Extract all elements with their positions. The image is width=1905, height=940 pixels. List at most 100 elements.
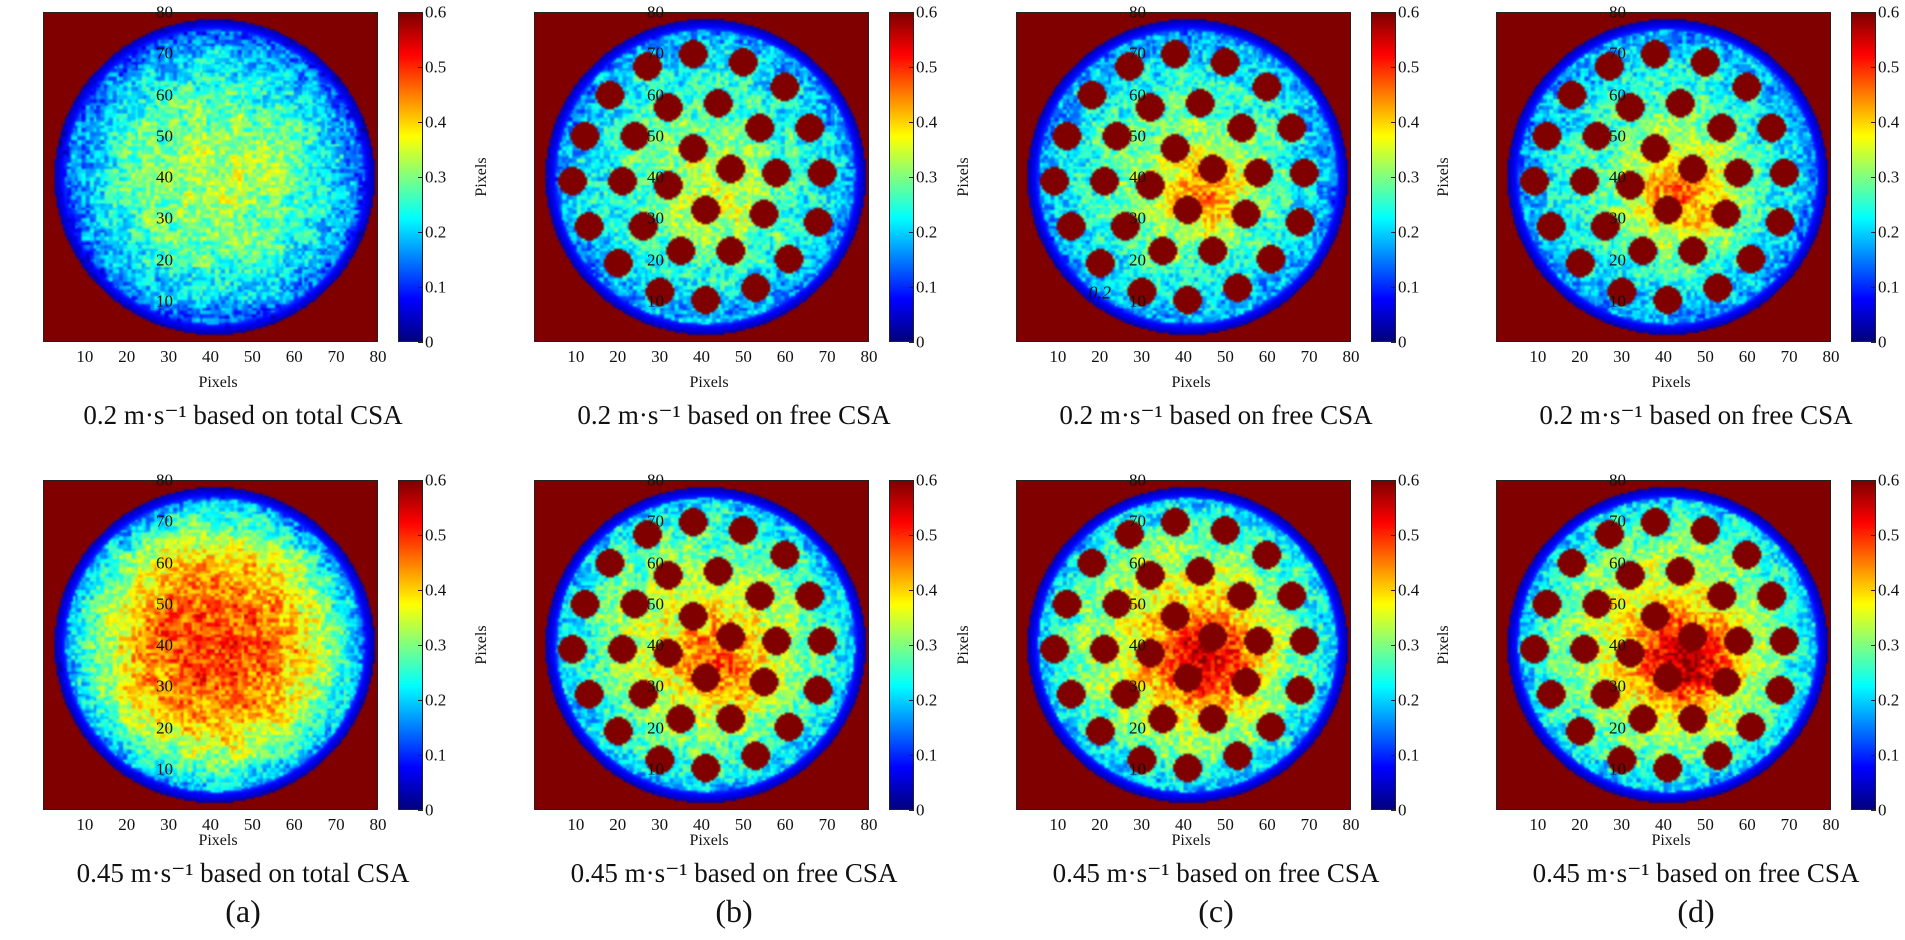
- colorbar-tick-label: 0: [916, 332, 925, 352]
- y-tick-label: 70: [1129, 511, 1146, 531]
- heatmap-panel-d-1: 10 20 30 40 50 60 70 80 10 20 30 40 50 60 70 80 Pixels Pi…: [1435, 4, 1905, 472]
- colorbar-tick-mark: [1391, 122, 1396, 123]
- x-axis-label: Pixels: [1171, 832, 1211, 849]
- colorbar-tick-label: 0.5: [1878, 525, 1900, 545]
- colorbar-tick-label: 0.1: [1398, 277, 1420, 297]
- x-tick-label: 70: [818, 347, 836, 366]
- x-tick-label: 30: [1133, 815, 1151, 834]
- y-axis-label: Pixels: [473, 625, 490, 665]
- y-tick-label: 30: [1609, 676, 1626, 696]
- colorbar-tick-mark: [1871, 700, 1876, 701]
- y-tick-label: 50: [1129, 126, 1146, 146]
- y-tick-label: 50: [647, 126, 664, 146]
- colorbar-tick-label: 0.1: [425, 745, 447, 765]
- y-tick-label: 70: [647, 43, 664, 63]
- x-tick-label: 30: [160, 347, 178, 366]
- colorbar-tick-mark: [1391, 645, 1396, 646]
- x-axis-label: Pixels: [198, 374, 238, 391]
- y-tick-label: 10: [1129, 291, 1146, 311]
- x-axis-label: Pixels: [1651, 832, 1691, 849]
- y-tick-label: 50: [647, 594, 664, 614]
- heatmap-panel-b-1: 10 20 30 40 50 60 70 80 10 20 30 40 50 60 70 80 Pixels Pi…: [473, 4, 1004, 472]
- y-tick-label: 40: [156, 635, 173, 655]
- heatmap-panel-c-2: 10 20 30 40 50 60 70 80 10 20 30 40 50 60 70 80 Pixels Pi…: [955, 472, 1486, 940]
- x-tick-label: 10: [1529, 815, 1547, 834]
- heatmap-plot-area: [1016, 480, 1351, 810]
- x-tick-label: 70: [1300, 347, 1318, 366]
- colorbar-tick-mark: [909, 67, 914, 68]
- x-tick-label: 10: [76, 347, 94, 366]
- colorbar-gradient: [1372, 13, 1395, 341]
- x-tick-label: 40: [1655, 815, 1672, 834]
- heatmap-plot-area: [43, 12, 378, 342]
- colorbar-tick-label: 0: [1878, 800, 1887, 820]
- x-tick-label: 30: [1613, 347, 1631, 366]
- heatmap-panel-b-2: 10 20 30 40 50 60 70 80 10 20 30 40 50 60 70 80 Pixels Pi…: [473, 472, 1004, 940]
- colorbar-tick-label: 0.1: [1878, 277, 1900, 297]
- x-tick-label: 20: [118, 815, 136, 834]
- colorbar-gradient: [1852, 481, 1875, 809]
- y-axis-label: Pixels: [473, 157, 490, 197]
- panel-label-c: (c): [1198, 893, 1234, 929]
- x-tick-label: 50: [1216, 815, 1234, 834]
- colorbar-tick-mark: [1391, 12, 1396, 13]
- colorbar-tick-label: 0.2: [1398, 222, 1420, 242]
- y-tick-label: 40: [1609, 167, 1626, 187]
- y-tick-label: 20: [647, 250, 664, 269]
- colorbar-tick-label: 0.3: [916, 635, 938, 655]
- x-tick-label: 20: [1091, 347, 1109, 366]
- x-tick-label: 60: [776, 347, 794, 366]
- colorbar-gradient: [399, 13, 422, 341]
- colorbar-tick-mark: [909, 232, 914, 233]
- panel-caption: 0.2 m·s⁻¹ based on free CSA: [1539, 400, 1853, 430]
- panel-caption: 0.45 m·s⁻¹ based on total CSA: [76, 858, 410, 888]
- panel-label-b: (b): [715, 893, 753, 929]
- colorbar-tick-mark: [418, 590, 423, 591]
- colorbar-tick-mark: [1871, 122, 1876, 123]
- colorbar-tick-label: 0.6: [1878, 2, 1900, 22]
- colorbar-tick-mark: [418, 12, 423, 13]
- colorbar-tick-label: 0.1: [916, 745, 938, 765]
- colorbar-tick-mark: [418, 480, 423, 481]
- colorbar-tick-label: 0: [1398, 332, 1407, 352]
- colorbar-tick-label: 0: [425, 800, 434, 820]
- y-tick-label: 20: [647, 718, 664, 737]
- colorbar-gradient: [890, 481, 913, 809]
- colorbar-tick-mark: [909, 342, 914, 343]
- colorbar-gradient: [1852, 13, 1875, 341]
- y-tick-label: 50: [156, 594, 173, 614]
- colorbar-tick-mark: [1871, 177, 1876, 178]
- heatmap-image: [535, 481, 868, 809]
- colorbar-tick-label: 0.5: [916, 525, 938, 545]
- heatmap-plot-area: [1496, 480, 1831, 810]
- y-tick-label: 20: [1609, 250, 1626, 269]
- y-tick-label: 70: [1609, 43, 1626, 63]
- colorbar-tick-label: 0.3: [425, 635, 447, 655]
- y-tick-label: 40: [156, 167, 173, 187]
- y-tick-label: 60: [1609, 553, 1626, 572]
- x-tick-label: 40: [202, 347, 219, 366]
- colorbar-tick-label: 0.1: [1398, 745, 1420, 765]
- panel-caption: 0.2 m·s⁻¹ based on free CSA: [1059, 400, 1373, 430]
- colorbar-tick-label: 0.3: [425, 167, 447, 187]
- y-tick-label: 20: [156, 250, 173, 269]
- x-tick-label: 80: [1342, 347, 1360, 366]
- colorbar-tick-mark: [909, 645, 914, 646]
- heatmap-image: [1017, 481, 1350, 809]
- colorbar-tick-mark: [1871, 480, 1876, 481]
- x-tick-label: 40: [202, 815, 219, 834]
- x-tick-label: 20: [609, 815, 627, 834]
- colorbar-tick-label: 0.5: [916, 57, 938, 77]
- colorbar-tick-label: 0.2: [1878, 222, 1900, 242]
- heatmap-plot-area: [1496, 12, 1831, 342]
- colorbar-tick-label: 0.3: [1398, 635, 1420, 655]
- y-tick-label: 40: [1129, 167, 1146, 187]
- heatmap-panel-d-2: 10 20 30 40 50 60 70 80 10 20 30 40 50 60 70 80 Pixels Pi…: [1435, 472, 1905, 940]
- x-axis-label: Pixels: [198, 832, 238, 849]
- x-tick-label: 20: [1571, 347, 1589, 366]
- colorbar-tick-mark: [909, 287, 914, 288]
- colorbar-tick-mark: [1391, 177, 1396, 178]
- y-tick-label: 80: [1609, 470, 1626, 490]
- x-axis-label: Pixels: [689, 832, 729, 849]
- colorbar-tick-mark: [1391, 67, 1396, 68]
